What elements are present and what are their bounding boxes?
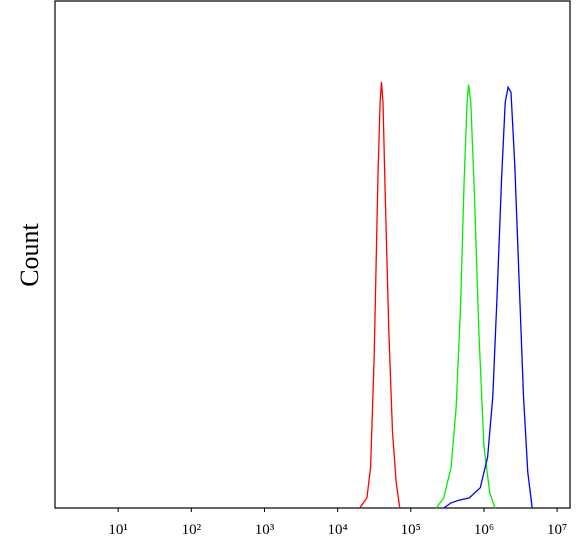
histogram-line [359,82,401,509]
x-tick-label: 10⁴ [328,522,348,538]
histogram-line [443,85,533,509]
x-tick-label: 10¹ [108,522,128,538]
x-tick-label: 10⁷ [547,522,567,538]
x-tick-label: 10² [182,522,202,538]
histogram-line [435,84,496,509]
x-tick-label: 10⁶ [474,522,494,538]
y-axis-label: Count [15,222,44,286]
x-tick-label: 10³ [255,522,275,538]
plot-frame [54,0,571,509]
x-tick-label: 10⁵ [401,522,421,538]
